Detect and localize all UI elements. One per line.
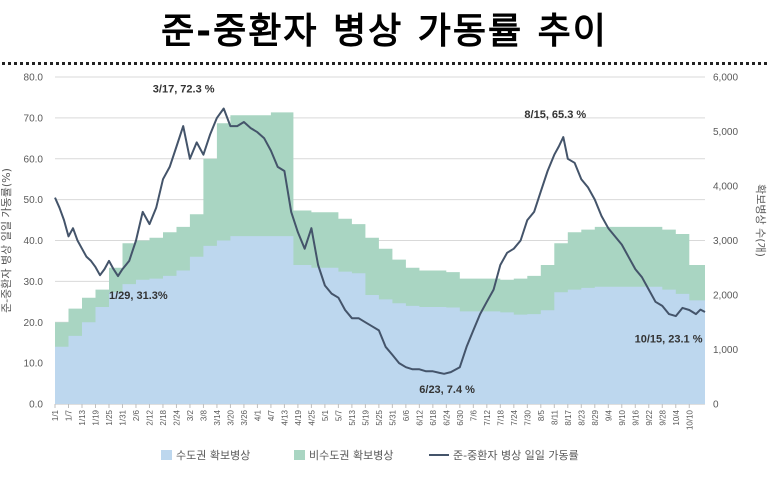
x-tick-label: 2/18: [159, 409, 168, 425]
data-label: 1/29, 31.3%: [109, 290, 168, 302]
page-title: 준-중환자 병상 가동률 추이: [161, 11, 608, 52]
x-tick-label: 8/5: [537, 409, 546, 421]
x-tick-label: 5/1: [321, 409, 330, 421]
x-tick-label: 4/25: [307, 409, 316, 425]
y-tick-label: 40.0: [24, 236, 44, 247]
y-axis-right: 0 1,000 2,000 3,000 4,000 5,000 6,000: [713, 73, 738, 411]
x-tick-label: 6/30: [456, 409, 465, 425]
x-tick-label: 7/24: [510, 409, 519, 425]
x-tick-label: 1/7: [64, 409, 73, 421]
y-tick-label: 10.0: [24, 359, 44, 370]
x-tick-label: 5/19: [361, 409, 370, 425]
chart: 0.0 10.0 20.0 30.0 40.0 50.0 60.0 70.0 80.0 0 1,0…: [0, 73, 767, 463]
x-tick-label: 9/4: [604, 409, 613, 421]
legend-item-metro-swatch: [161, 450, 172, 460]
x-tick-label: 3/26: [240, 409, 249, 425]
area-metro-beds: [55, 236, 705, 404]
x-tick-label: 6/18: [429, 409, 438, 425]
data-label: 6/23, 7.4 %: [419, 384, 475, 396]
line-series-group: [54, 107, 706, 375]
x-tick-label: 9/10: [618, 409, 627, 425]
x-tick-label: 9/22: [645, 409, 654, 425]
y2-tick-label: 6,000: [713, 73, 738, 84]
x-tick-label: 3/14: [213, 409, 222, 425]
y-tick-label: 30.0: [24, 277, 44, 288]
x-tick-label: 4/19: [294, 409, 303, 425]
x-tick-label: 3/20: [226, 409, 235, 425]
y-axis-title: 준-중환자 병상 일일 가동률(%): [0, 168, 13, 313]
title-divider: [2, 62, 767, 65]
x-tick-label: 9/16: [631, 409, 640, 425]
x-tick-label: 2/12: [145, 409, 154, 425]
y2-tick-label: 4,000: [713, 182, 738, 193]
y-tick-label: 70.0: [24, 113, 44, 124]
y2-tick-label: 5,000: [713, 127, 738, 138]
x-tick-label: 6/24: [442, 409, 451, 425]
x-tick-label: 8/17: [564, 409, 573, 425]
y-tick-label: 80.0: [24, 73, 44, 84]
data-label: 8/15, 65.3 %: [524, 109, 586, 121]
y-tick-label: 50.0: [24, 195, 44, 206]
x-tick-label: 3/8: [199, 409, 208, 421]
legend-item-non-metro-swatch: [294, 450, 305, 460]
legend-item-non-metro-label: 비수도권 확보병상: [309, 449, 393, 462]
x-tick-label: 5/13: [348, 409, 357, 425]
y2-tick-label: 0: [713, 400, 719, 411]
x-tick-label: 5/7: [334, 409, 343, 421]
x-axis: 1/1 1/7 1/13 1/19 1/25 1/31 2/6 2/12 2/18 2/24 3/2…: [51, 404, 694, 430]
x-tick-label: 1/31: [118, 409, 127, 425]
x-tick-label: 7/12: [483, 409, 492, 425]
data-label: 3/17, 72.3 %: [153, 83, 215, 95]
y-tick-label: 60.0: [24, 154, 44, 165]
x-tick-label: 8/29: [591, 409, 600, 425]
x-tick-label: 4/13: [280, 409, 289, 425]
legend-item-metro-label: 수도권 확보병상: [176, 449, 250, 462]
x-tick-label: 2/24: [172, 409, 181, 425]
x-tick-label: 1/1: [51, 409, 60, 421]
x-tick-label: 1/19: [91, 409, 100, 425]
x-tick-label: 4/1: [253, 409, 262, 421]
x-tick-label: 6/6: [402, 409, 411, 421]
x-tick-label: 2/6: [132, 409, 141, 421]
y2-tick-label: 1,000: [713, 345, 738, 356]
x-tick-label: 5/25: [375, 409, 384, 425]
x-tick-label: 1/13: [78, 409, 87, 425]
x-tick-label: 7/30: [523, 409, 532, 425]
y-tick-label: 0.0: [29, 400, 43, 411]
x-tick-label: 4/7: [267, 409, 276, 421]
x-tick-label: 7/6: [469, 409, 478, 421]
y2-tick-label: 3,000: [713, 236, 738, 247]
annotations: 3/17, 72.3 % 1/29, 31.3% 6/23, 7.4 % 8/15, …: [109, 83, 703, 395]
y-tick-label: 20.0: [24, 318, 44, 329]
x-tick-label: 10/4: [672, 409, 681, 425]
x-tick-label: 6/12: [415, 409, 424, 425]
x-tick-label: 7/18: [496, 409, 505, 425]
x-tick-label: 5/31: [388, 409, 397, 425]
x-tick-label: 9/28: [658, 409, 667, 425]
y-axis-left: 0.0 10.0 20.0 30.0 40.0 50.0 60.0 70.0 80.0: [24, 73, 44, 411]
x-tick-label: 3/2: [186, 409, 195, 421]
x-tick-label: 8/23: [577, 409, 586, 425]
y2-axis-title: 확보병상 수(개): [754, 184, 767, 257]
x-tick-label: 1/25: [105, 409, 114, 425]
data-label: 10/15, 23.1 %: [635, 334, 703, 346]
line-occupancy-rate: [54, 107, 706, 375]
legend-item-rate-label: 준-중환자 병상 일일 가동률: [453, 448, 579, 462]
x-tick-label: 10/10: [685, 409, 694, 430]
area-series-group: [55, 112, 705, 405]
x-tick-label: 8/11: [550, 409, 559, 425]
legend: 수도권 확보병상 비수도권 확보병상 준-중환자 병상 일일 가동률: [161, 448, 579, 462]
y2-tick-label: 2,000: [713, 291, 738, 302]
